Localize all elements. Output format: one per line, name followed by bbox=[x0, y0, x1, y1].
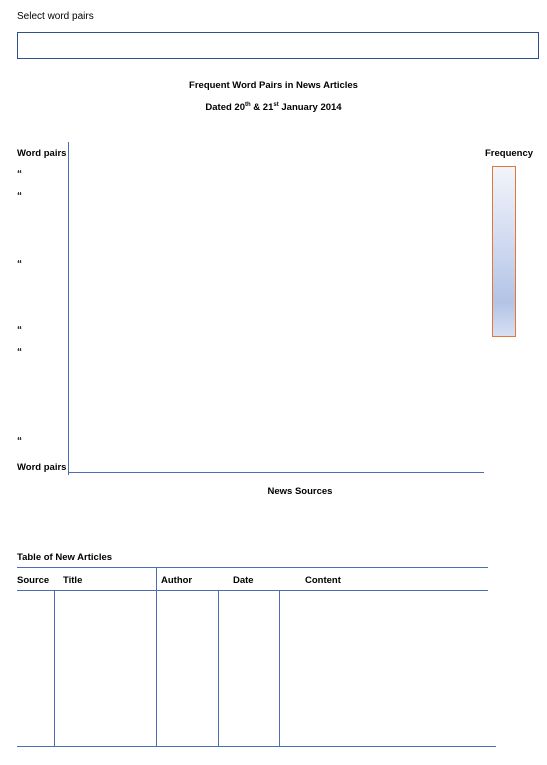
y-axis-line bbox=[68, 142, 69, 475]
word-pair-row: “ bbox=[17, 347, 22, 358]
column-header-title: Title bbox=[63, 575, 83, 586]
column-header-date: Date bbox=[233, 575, 254, 586]
column-header-source: Source bbox=[17, 575, 50, 586]
frequency-legend-label: Frequency bbox=[485, 148, 534, 159]
word-pair-row: “ bbox=[17, 169, 22, 180]
select-word-pairs-label: Select word pairs bbox=[17, 11, 94, 22]
word-pair-row: “ bbox=[17, 191, 22, 202]
date-suffix: January 2014 bbox=[278, 102, 342, 113]
table-title: Table of New Articles bbox=[17, 552, 113, 563]
column-header-author: Author bbox=[161, 575, 193, 586]
chart-title: Frequent Word Pairs in News Articles bbox=[189, 80, 358, 91]
y-axis-label-bottom: Word pairs bbox=[17, 462, 67, 473]
x-axis-label: News Sources bbox=[267, 486, 333, 497]
table-top-border bbox=[17, 567, 488, 568]
date-subtitle: Dated 20th & 21st January 2014 bbox=[0, 102, 547, 113]
date-sup-1: th bbox=[245, 101, 251, 108]
word-pairs-select-input[interactable] bbox=[17, 32, 539, 59]
frequency-color-scale bbox=[492, 166, 516, 337]
table-column-divider bbox=[156, 567, 157, 747]
word-pair-row: “ bbox=[17, 325, 22, 336]
table-bottom-border bbox=[17, 746, 496, 747]
word-pair-row: “ bbox=[17, 259, 22, 270]
word-pair-row: “ bbox=[17, 436, 22, 447]
column-header-content: Content bbox=[305, 575, 341, 586]
x-axis-line bbox=[68, 472, 484, 473]
table-column-divider bbox=[54, 590, 55, 747]
table-header-border bbox=[17, 590, 488, 591]
date-prefix: Dated 20 bbox=[205, 102, 245, 113]
table-column-divider bbox=[218, 590, 219, 747]
date-sup-2: st bbox=[273, 101, 279, 108]
y-axis-label-top: Word pairs bbox=[17, 148, 67, 159]
date-mid: & 21 bbox=[250, 102, 274, 113]
table-column-divider bbox=[279, 590, 280, 747]
